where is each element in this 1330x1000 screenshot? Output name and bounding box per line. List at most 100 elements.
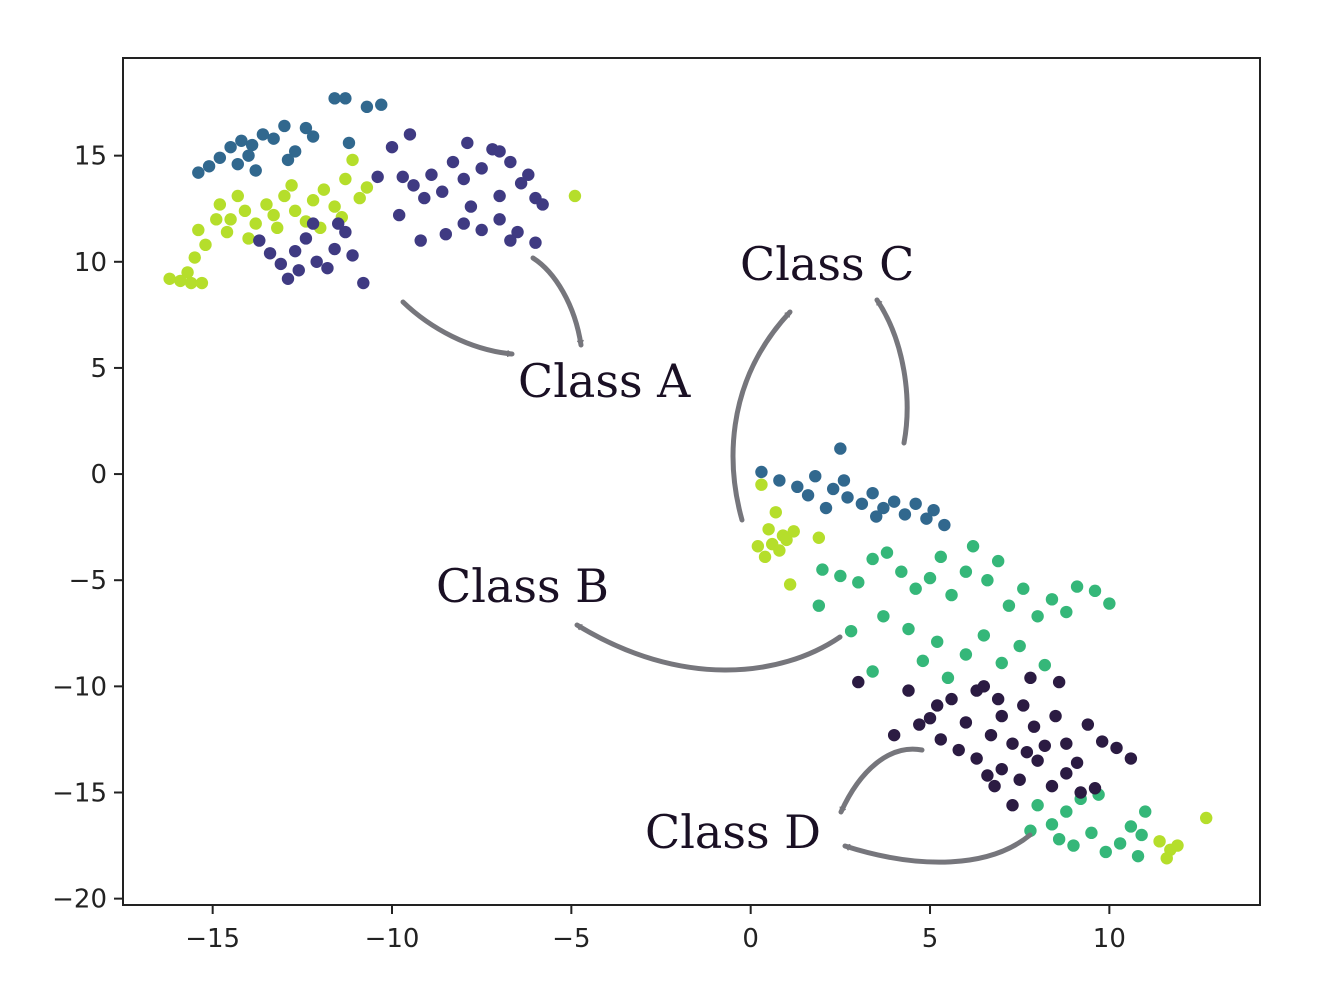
- scatter-point: [913, 718, 926, 731]
- scatter-point: [1006, 737, 1019, 750]
- scatter-point: [238, 204, 252, 218]
- scatter-point: [245, 138, 259, 152]
- scatter-point: [920, 512, 933, 525]
- scatter-point: [271, 221, 284, 235]
- scatter-point: [1124, 820, 1138, 833]
- scatter-point: [292, 264, 305, 277]
- scatter-point: [184, 276, 198, 290]
- scatter-point: [529, 236, 542, 249]
- scatter-point: [837, 474, 851, 487]
- scatter-point: [306, 217, 320, 230]
- scatter-point: [224, 140, 237, 154]
- scatter-point: [260, 198, 273, 211]
- scatter-point: [934, 733, 947, 746]
- scatter-point: [1049, 709, 1062, 723]
- scatter-point: [220, 225, 234, 239]
- scatter-point: [392, 208, 406, 222]
- scatter-point: [834, 569, 847, 583]
- scatter-point: [1038, 658, 1051, 672]
- scatter-point: [249, 217, 262, 230]
- scatter-point: [1024, 824, 1037, 837]
- scatter-point: [801, 489, 815, 502]
- scatter-point: [887, 495, 901, 508]
- scatter-point: [1060, 605, 1073, 619]
- scatter-point: [371, 170, 384, 184]
- scatter-point: [834, 442, 847, 455]
- scatter-point: [339, 172, 352, 186]
- scatter-point: [866, 552, 879, 566]
- scatter-point: [192, 223, 205, 237]
- arrow-to-class-c-right: [874, 297, 910, 446]
- series-2: [192, 92, 951, 532]
- y-tick-label: 5: [90, 354, 107, 384]
- y-tick-label: −10: [52, 672, 107, 702]
- scatter-point: [1070, 580, 1084, 593]
- scatter-point: [256, 128, 270, 141]
- scatter-point: [826, 482, 840, 496]
- scatter-point: [1024, 671, 1037, 685]
- y-tick-label: 0: [90, 460, 107, 490]
- scatter-point: [995, 762, 1008, 776]
- scatter-point: [959, 716, 973, 729]
- scatter-point: [1060, 767, 1073, 780]
- scatter-point: [844, 624, 858, 638]
- annotation-class-c: Class C: [740, 237, 914, 291]
- scatter-point: [941, 671, 955, 685]
- scatter-point: [855, 497, 869, 510]
- x-tick-label: 10: [1093, 924, 1126, 954]
- scatter-point: [278, 189, 291, 203]
- scatter-point: [242, 149, 255, 162]
- scatter-point: [418, 191, 431, 205]
- scatter-point: [321, 261, 334, 275]
- scatter-point: [945, 588, 958, 602]
- scatter-point: [1095, 735, 1109, 748]
- scatter-point: [887, 728, 901, 742]
- scatter-point: [346, 153, 359, 167]
- scatter-point: [783, 578, 797, 591]
- scatter-point: [446, 155, 460, 169]
- series-4: [852, 671, 1138, 812]
- scatter-point: [339, 225, 352, 239]
- scatter-point: [866, 486, 879, 500]
- scatter-point: [791, 480, 804, 494]
- scatter-point: [991, 692, 1005, 706]
- scatter-point: [902, 684, 915, 697]
- y-tick-label: −15: [52, 778, 107, 808]
- scatter-point: [414, 234, 427, 247]
- scatter-point: [769, 506, 782, 519]
- scatter-point: [425, 168, 438, 181]
- scatter-point: [1124, 752, 1138, 765]
- scatter-point: [242, 232, 255, 245]
- scatter-point: [188, 251, 201, 264]
- scatter-point: [812, 531, 826, 544]
- y-tick-label: −20: [52, 885, 107, 915]
- scatter-point: [181, 266, 194, 279]
- annotation-class-b: Class B: [436, 559, 609, 613]
- x-tick-label: 5: [922, 924, 939, 954]
- scatter-point: [916, 654, 930, 668]
- scatter-point: [288, 244, 302, 258]
- scatter-point: [493, 145, 506, 158]
- scatter-point: [403, 128, 417, 141]
- scatter-point: [898, 508, 912, 521]
- scatter-point: [299, 121, 313, 135]
- scatter-point: [809, 469, 822, 483]
- scatter-point: [1099, 845, 1112, 859]
- scatter-point: [436, 185, 449, 198]
- scatter-point: [310, 255, 323, 268]
- scatter-point: [213, 151, 227, 164]
- scatter-point: [360, 100, 374, 114]
- x-tick-label: −10: [365, 924, 420, 954]
- y-tick-label: 10: [74, 248, 107, 278]
- points-layer: [163, 92, 1213, 865]
- scatter-point: [1139, 805, 1152, 818]
- scatter-point: [511, 225, 524, 239]
- scatter-point: [984, 728, 998, 742]
- x-tick-label: 0: [742, 924, 759, 954]
- series-3: [253, 128, 549, 290]
- scatter-point: [1074, 786, 1087, 799]
- scatter-point: [787, 525, 800, 538]
- scatter-point: [981, 574, 994, 587]
- scatter-point: [1131, 849, 1145, 863]
- scatter-point: [1113, 837, 1127, 850]
